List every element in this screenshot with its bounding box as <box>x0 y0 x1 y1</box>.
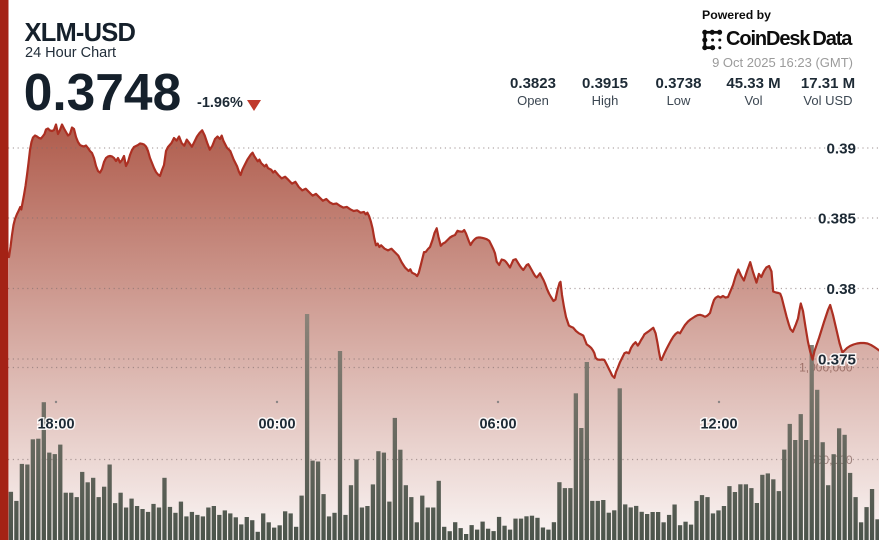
svg-text:18:00: 18:00 <box>37 416 74 432</box>
svg-text:06:00: 06:00 <box>479 416 516 432</box>
svg-text:0.375: 0.375 <box>818 352 857 369</box>
svg-text:12:00: 12:00 <box>700 416 737 432</box>
svg-text:0.38: 0.38 <box>826 281 856 298</box>
svg-text:0.39: 0.39 <box>826 141 856 158</box>
svg-text:00:00: 00:00 <box>258 416 295 432</box>
svg-text:0.385: 0.385 <box>818 211 857 228</box>
